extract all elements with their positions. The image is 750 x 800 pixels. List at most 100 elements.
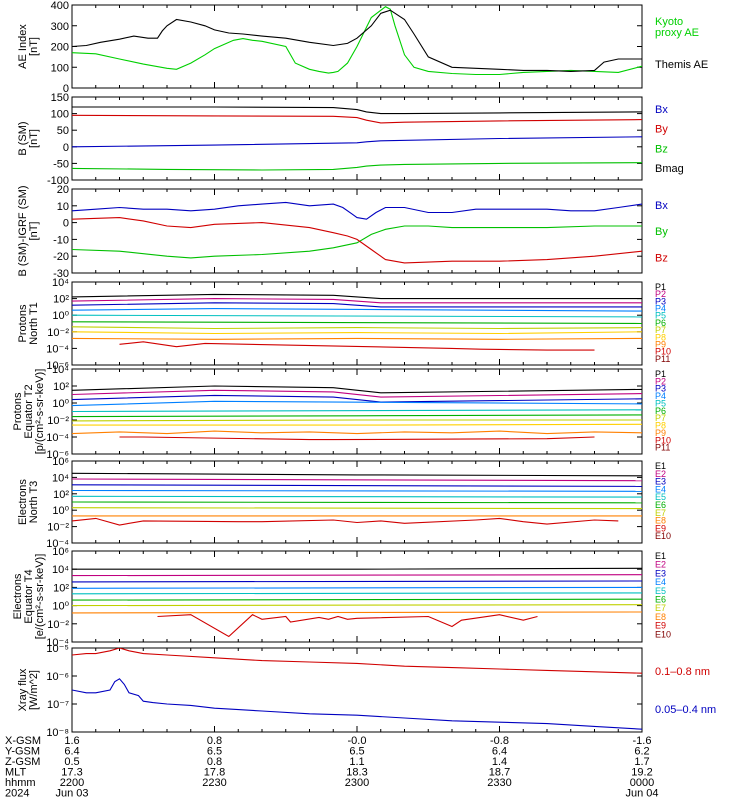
x-axis-value: 1.4 (492, 756, 507, 768)
legend-entry: P2 (655, 376, 666, 386)
x-axis-value: 0.8 (207, 735, 222, 747)
series-line-e9 (72, 517, 619, 526)
series-line-bx (72, 201, 642, 220)
series-group (72, 106, 642, 171)
legend-entry: E6 (655, 500, 666, 510)
legend-entry: E2 (655, 560, 666, 570)
series-line-p5 (72, 409, 642, 413)
y-tick-label: 10⁻⁶ (46, 360, 69, 372)
y-tick-label: 0 (63, 218, 69, 230)
series-line-kyoto-proxy-ae (72, 6, 642, 76)
legend-entry: E3 (655, 477, 666, 487)
x-axis-value: 6.5 (207, 746, 222, 758)
y-tick-label: 10⁻⁴ (46, 538, 69, 550)
series-line-0-1-0-8-nm (72, 648, 642, 674)
x-axis-value: 1.7 (634, 756, 649, 768)
y-axis-label: Protons (12, 392, 24, 430)
legend: Bx By Bz (655, 200, 668, 265)
legend-entry: E7 (655, 508, 666, 518)
series-line-p10 (119, 341, 595, 351)
panel-4: 10⁻⁶ 10⁻⁴ 10⁻² 10⁰ 10² 10⁴ Protons North T1 P1P2… (17, 277, 671, 372)
legend-entry: E3 (655, 568, 666, 578)
series-group (72, 201, 642, 264)
x-axis-value: 1.1 (349, 756, 364, 768)
series-line-p1 (72, 385, 642, 394)
y-axis-label: Equator T2 (23, 384, 35, 438)
y-tick-label: 100 (51, 62, 69, 74)
legend-entry: E9 (655, 523, 666, 533)
y-axis-label: [nT] (28, 222, 40, 241)
series-line-p9 (72, 337, 642, 340)
series-line-e1 (72, 472, 642, 477)
panel-3: -30 -20 -10 0 10 20 B (SM)-IGRF (SM) [nT] Bx By Bz (17, 184, 668, 280)
series-line-e1 (72, 567, 642, 570)
x-axis-value: 6.2 (634, 746, 649, 758)
y-axis-label: B (SM) (17, 121, 29, 155)
y-axis-label: Equator T4 (23, 569, 35, 623)
series-line-p4 (72, 400, 642, 407)
x-axis-row-label: Y-GSM (5, 746, 40, 758)
x-axis-value: Jun 03 (55, 788, 88, 800)
x-axis-value: 18.3 (346, 767, 367, 779)
series-line-e4 (72, 586, 642, 589)
series-line-themis-ae (72, 9, 642, 72)
series-line-e7 (72, 604, 642, 607)
y-tick-label: 10⁰ (52, 310, 69, 322)
series-line-0-05-0-4-nm (72, 678, 642, 730)
y-tick-label: 20 (57, 184, 69, 196)
series-line-e6 (72, 598, 642, 601)
y-tick-label: 10⁴ (52, 564, 69, 576)
legend-entry: P6 (655, 406, 666, 416)
x-axis-value: 6.4 (64, 746, 79, 758)
y-tick-label: 100 (51, 109, 69, 121)
y-axis-label: [W/m^2] (28, 670, 40, 710)
y-axis-label: North T3 (28, 481, 40, 524)
x-axis-value: 0.8 (207, 756, 222, 768)
y-tick-label: 10⁶ (52, 546, 69, 558)
x-axis-value: 0000 (630, 777, 654, 789)
legend-entry: By (655, 124, 668, 136)
panel-5: 10⁻⁶ 10⁻⁴ 10⁻² 10⁰ 10² 10⁴ Protons Equator T2 [p… (12, 364, 671, 461)
x-axis-row-label: 2024 (5, 788, 29, 800)
y-tick-label: 400 (51, 0, 69, 12)
y-tick-label: 300 (51, 21, 69, 33)
legend-entry: P5 (655, 398, 666, 408)
x-axis-row-label: Z-GSM (5, 756, 40, 768)
series-line-p4 (72, 308, 642, 312)
series-line-p5 (72, 314, 642, 318)
x-axis-table: X-GSMY-GSMZ-GSMMLThhmm20241.66.40.517.32… (5, 735, 659, 800)
x-axis-value: 2330 (487, 777, 511, 789)
series-line-bx (72, 136, 642, 148)
series-line-by (72, 114, 642, 124)
series-line-bz (72, 217, 642, 264)
y-tick-label: 10⁻² (47, 619, 69, 631)
y-tick-label: 10⁻⁶ (46, 671, 69, 683)
series-line-e3 (72, 580, 642, 583)
series-line-p8 (72, 331, 642, 335)
legend-entry: E8 (655, 516, 666, 526)
series-line-bmag (72, 106, 642, 115)
y-axis-label: North T1 (28, 302, 40, 345)
legend-entry: P5 (655, 311, 666, 321)
y-axis-label: [nT] (28, 129, 40, 148)
series-line-p1 (72, 293, 642, 300)
panel-frame (71, 550, 643, 643)
y-axis-label: [e/(cm²-s-sr-keV)] (34, 554, 46, 640)
y-tick-label: 10² (53, 294, 69, 306)
series-line-e8 (72, 611, 642, 614)
series-line-e2 (72, 478, 642, 482)
panel-2: -100 -50 0 50 100 150 B (SM) [nT] Bx By Bz Bmag (17, 92, 684, 187)
series-line-p3 (72, 302, 642, 308)
x-axis-value: 2230 (202, 777, 226, 789)
legend-entry: P7 (655, 413, 666, 423)
series-line-e9 (157, 614, 538, 638)
y-tick-label: 10⁴ (52, 472, 69, 484)
legend-entry: Themis AE (655, 59, 708, 71)
y-tick-label: 10⁻⁴ (46, 343, 69, 355)
series-group (72, 385, 642, 441)
y-tick-label: -100 (47, 175, 69, 187)
